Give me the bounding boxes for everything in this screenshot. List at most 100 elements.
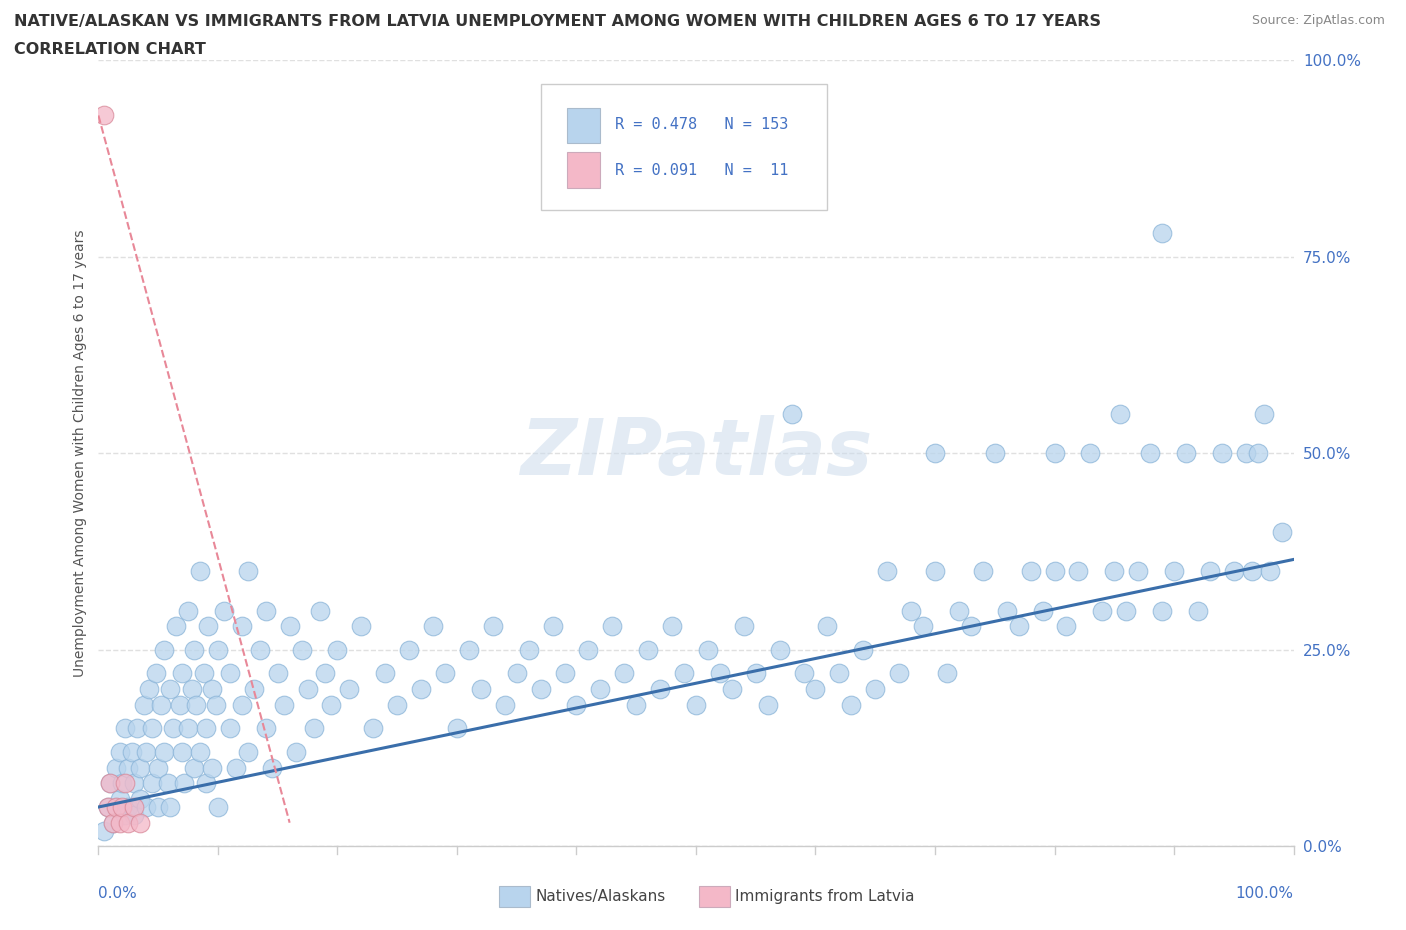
Point bbox=[1128, 564, 1150, 578]
Text: NATIVE/ALASKAN VS IMMIGRANTS FROM LATVIA UNEMPLOYMENT AMONG WOMEN WITH CHILDREN : NATIVE/ALASKAN VS IMMIGRANTS FROM LATVIA… bbox=[14, 14, 1101, 29]
Point bbox=[108, 816, 131, 830]
Point bbox=[1067, 564, 1090, 578]
Point bbox=[129, 791, 152, 806]
Point bbox=[93, 108, 115, 123]
Point bbox=[984, 445, 1007, 460]
Point bbox=[249, 643, 271, 658]
Point bbox=[756, 698, 779, 712]
Point bbox=[188, 564, 211, 578]
Point bbox=[1032, 604, 1054, 618]
FancyBboxPatch shape bbox=[567, 153, 600, 188]
Point bbox=[411, 682, 433, 697]
Point bbox=[315, 666, 337, 681]
Point bbox=[98, 776, 122, 790]
Point bbox=[948, 604, 970, 618]
Point bbox=[101, 816, 124, 830]
Point bbox=[648, 682, 672, 697]
Point bbox=[1187, 604, 1209, 618]
Point bbox=[111, 776, 134, 790]
Y-axis label: Unemployment Among Women with Children Ages 6 to 17 years: Unemployment Among Women with Children A… bbox=[73, 230, 87, 677]
Point bbox=[145, 666, 167, 681]
Point bbox=[1091, 604, 1114, 618]
Point bbox=[1163, 564, 1185, 578]
Point bbox=[183, 643, 205, 658]
Point bbox=[422, 618, 444, 633]
Point bbox=[153, 745, 176, 760]
Point bbox=[1056, 618, 1078, 633]
Point bbox=[804, 682, 827, 697]
Point bbox=[1115, 604, 1137, 618]
Point bbox=[768, 643, 790, 658]
Point bbox=[1008, 618, 1031, 633]
Point bbox=[260, 761, 283, 776]
Point bbox=[673, 666, 696, 681]
Point bbox=[165, 618, 187, 633]
Text: Source: ZipAtlas.com: Source: ZipAtlas.com bbox=[1251, 14, 1385, 27]
Point bbox=[374, 666, 396, 681]
Point bbox=[924, 445, 946, 460]
Text: Natives/Alaskans: Natives/Alaskans bbox=[536, 889, 666, 904]
Point bbox=[231, 698, 253, 712]
Point bbox=[177, 604, 200, 618]
Point bbox=[936, 666, 959, 681]
Point bbox=[637, 643, 659, 658]
Point bbox=[254, 721, 277, 736]
Point bbox=[231, 618, 253, 633]
Point bbox=[121, 745, 143, 760]
Point bbox=[204, 698, 226, 712]
Point bbox=[114, 807, 136, 822]
Point bbox=[494, 698, 516, 712]
Point bbox=[924, 564, 946, 578]
Point bbox=[105, 800, 128, 815]
Point bbox=[733, 618, 755, 633]
Point bbox=[1104, 564, 1126, 578]
Point bbox=[162, 721, 184, 736]
Point bbox=[156, 776, 179, 790]
Point bbox=[661, 618, 683, 633]
Point bbox=[721, 682, 744, 697]
Point bbox=[745, 666, 768, 681]
Point bbox=[105, 761, 128, 776]
Point bbox=[125, 721, 148, 736]
Point bbox=[1043, 564, 1066, 578]
Point bbox=[446, 721, 468, 736]
Point bbox=[117, 800, 139, 815]
Point bbox=[219, 666, 242, 681]
Point bbox=[98, 776, 122, 790]
Point bbox=[159, 682, 181, 697]
Point bbox=[243, 682, 266, 697]
Text: ZIPatlas: ZIPatlas bbox=[520, 416, 872, 491]
Point bbox=[207, 800, 229, 815]
Text: 100.0%: 100.0% bbox=[1236, 885, 1294, 900]
Point bbox=[841, 698, 863, 712]
Point bbox=[911, 618, 934, 633]
Point bbox=[1139, 445, 1161, 460]
Point bbox=[780, 406, 803, 421]
Point bbox=[517, 643, 540, 658]
Point bbox=[101, 816, 124, 830]
Point bbox=[458, 643, 481, 658]
FancyBboxPatch shape bbox=[567, 108, 600, 143]
Point bbox=[141, 721, 163, 736]
Point bbox=[108, 791, 131, 806]
Point bbox=[1152, 226, 1174, 241]
Point bbox=[93, 823, 115, 838]
Point bbox=[236, 564, 259, 578]
Point bbox=[339, 682, 361, 697]
Point bbox=[132, 698, 155, 712]
Point bbox=[602, 618, 624, 633]
Point bbox=[135, 800, 157, 815]
Point bbox=[197, 618, 219, 633]
Point bbox=[972, 564, 994, 578]
Point bbox=[148, 800, 170, 815]
Point bbox=[1152, 604, 1174, 618]
Point bbox=[180, 682, 202, 697]
Text: 0.0%: 0.0% bbox=[98, 885, 138, 900]
Point bbox=[1211, 445, 1233, 460]
Point bbox=[960, 618, 983, 633]
Point bbox=[148, 761, 170, 776]
Point bbox=[685, 698, 707, 712]
Point bbox=[195, 721, 218, 736]
Point bbox=[124, 807, 146, 822]
Text: Immigrants from Latvia: Immigrants from Latvia bbox=[735, 889, 915, 904]
